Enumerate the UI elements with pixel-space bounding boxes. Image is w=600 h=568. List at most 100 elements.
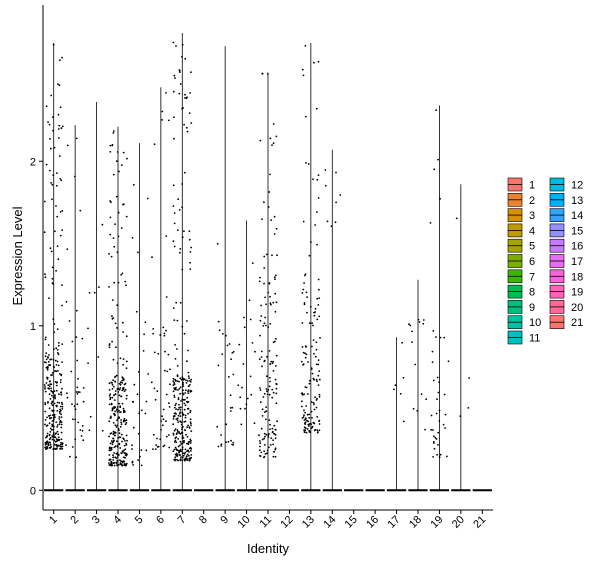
data-point	[268, 282, 271, 285]
data-point	[120, 452, 123, 455]
data-point	[133, 383, 136, 386]
data-point	[304, 115, 307, 118]
data-point	[60, 426, 63, 429]
data-point	[125, 335, 128, 338]
data-point	[55, 205, 57, 207]
data-point	[251, 342, 254, 344]
data-point	[178, 380, 180, 383]
data-point	[304, 386, 307, 388]
data-point	[302, 74, 305, 77]
data-point	[110, 417, 112, 419]
data-point	[183, 408, 186, 411]
data-point	[112, 132, 115, 134]
data-point	[138, 412, 141, 415]
data-point	[87, 362, 89, 364]
data-point	[243, 316, 245, 319]
data-point	[61, 442, 64, 445]
data-point	[226, 344, 229, 347]
x-tick-label: 5	[133, 514, 146, 527]
violin-group-18	[408, 279, 428, 492]
data-point	[153, 351, 156, 354]
data-point	[56, 381, 58, 384]
data-point	[108, 420, 111, 423]
data-point	[315, 107, 318, 110]
data-point	[274, 278, 276, 280]
data-point	[316, 318, 319, 321]
x-tick-label: 4	[111, 514, 124, 527]
data-point	[112, 385, 115, 388]
data-point	[431, 350, 434, 353]
data-point	[187, 449, 190, 452]
data-point	[80, 435, 83, 437]
data-point	[179, 248, 182, 250]
data-point	[324, 169, 327, 171]
y-axis: 0 1 2	[30, 5, 44, 510]
data-point	[51, 390, 53, 393]
data-point	[135, 310, 138, 313]
data-point	[60, 393, 63, 396]
data-point	[175, 441, 178, 444]
data-point	[55, 370, 58, 373]
data-point	[57, 113, 60, 116]
data-point	[82, 439, 85, 442]
data-point	[46, 441, 49, 444]
data-point	[312, 401, 315, 404]
data-point	[422, 319, 425, 321]
data-point	[216, 242, 219, 245]
data-point	[316, 429, 319, 432]
data-point	[46, 365, 49, 368]
data-point	[49, 436, 52, 439]
data-point	[259, 319, 262, 322]
data-point	[275, 354, 278, 357]
data-point	[266, 390, 268, 393]
data-point	[313, 314, 316, 317]
data-point	[125, 367, 128, 370]
data-point	[306, 296, 308, 298]
data-point	[60, 441, 62, 444]
data-point	[132, 426, 135, 429]
data-point	[263, 455, 266, 458]
data-point	[51, 424, 54, 426]
data-point	[44, 355, 47, 358]
data-point	[75, 336, 78, 338]
data-point	[117, 454, 119, 457]
data-point	[304, 422, 306, 425]
data-point	[188, 459, 191, 462]
legend-item-20: 20	[549, 300, 583, 314]
data-point	[258, 434, 260, 437]
data-point	[113, 461, 116, 464]
data-point	[269, 363, 272, 365]
data-point	[272, 370, 275, 372]
data-point	[116, 411, 119, 413]
data-point	[173, 222, 176, 225]
data-point	[190, 457, 192, 460]
data-point	[58, 155, 61, 158]
data-point	[258, 358, 261, 361]
data-point	[81, 425, 84, 427]
data-point	[300, 360, 303, 363]
legend-label: 2	[529, 195, 535, 207]
data-point	[184, 392, 187, 394]
data-point	[259, 440, 261, 442]
data-point	[53, 443, 56, 446]
data-point	[221, 353, 224, 355]
data-point	[217, 364, 220, 367]
data-point	[272, 391, 275, 394]
data-point	[301, 400, 303, 403]
data-point	[71, 403, 73, 405]
data-point	[115, 426, 118, 428]
data-point	[48, 434, 51, 437]
data-point	[264, 435, 266, 438]
data-point	[304, 417, 307, 420]
data-point	[273, 276, 276, 279]
data-point	[318, 315, 321, 318]
data-point	[436, 453, 438, 456]
data-point	[174, 428, 177, 430]
data-point	[225, 423, 228, 426]
data-point	[114, 322, 117, 325]
data-point	[263, 267, 266, 269]
data-point	[152, 448, 154, 450]
data-point	[165, 393, 168, 396]
data-point	[43, 361, 46, 363]
